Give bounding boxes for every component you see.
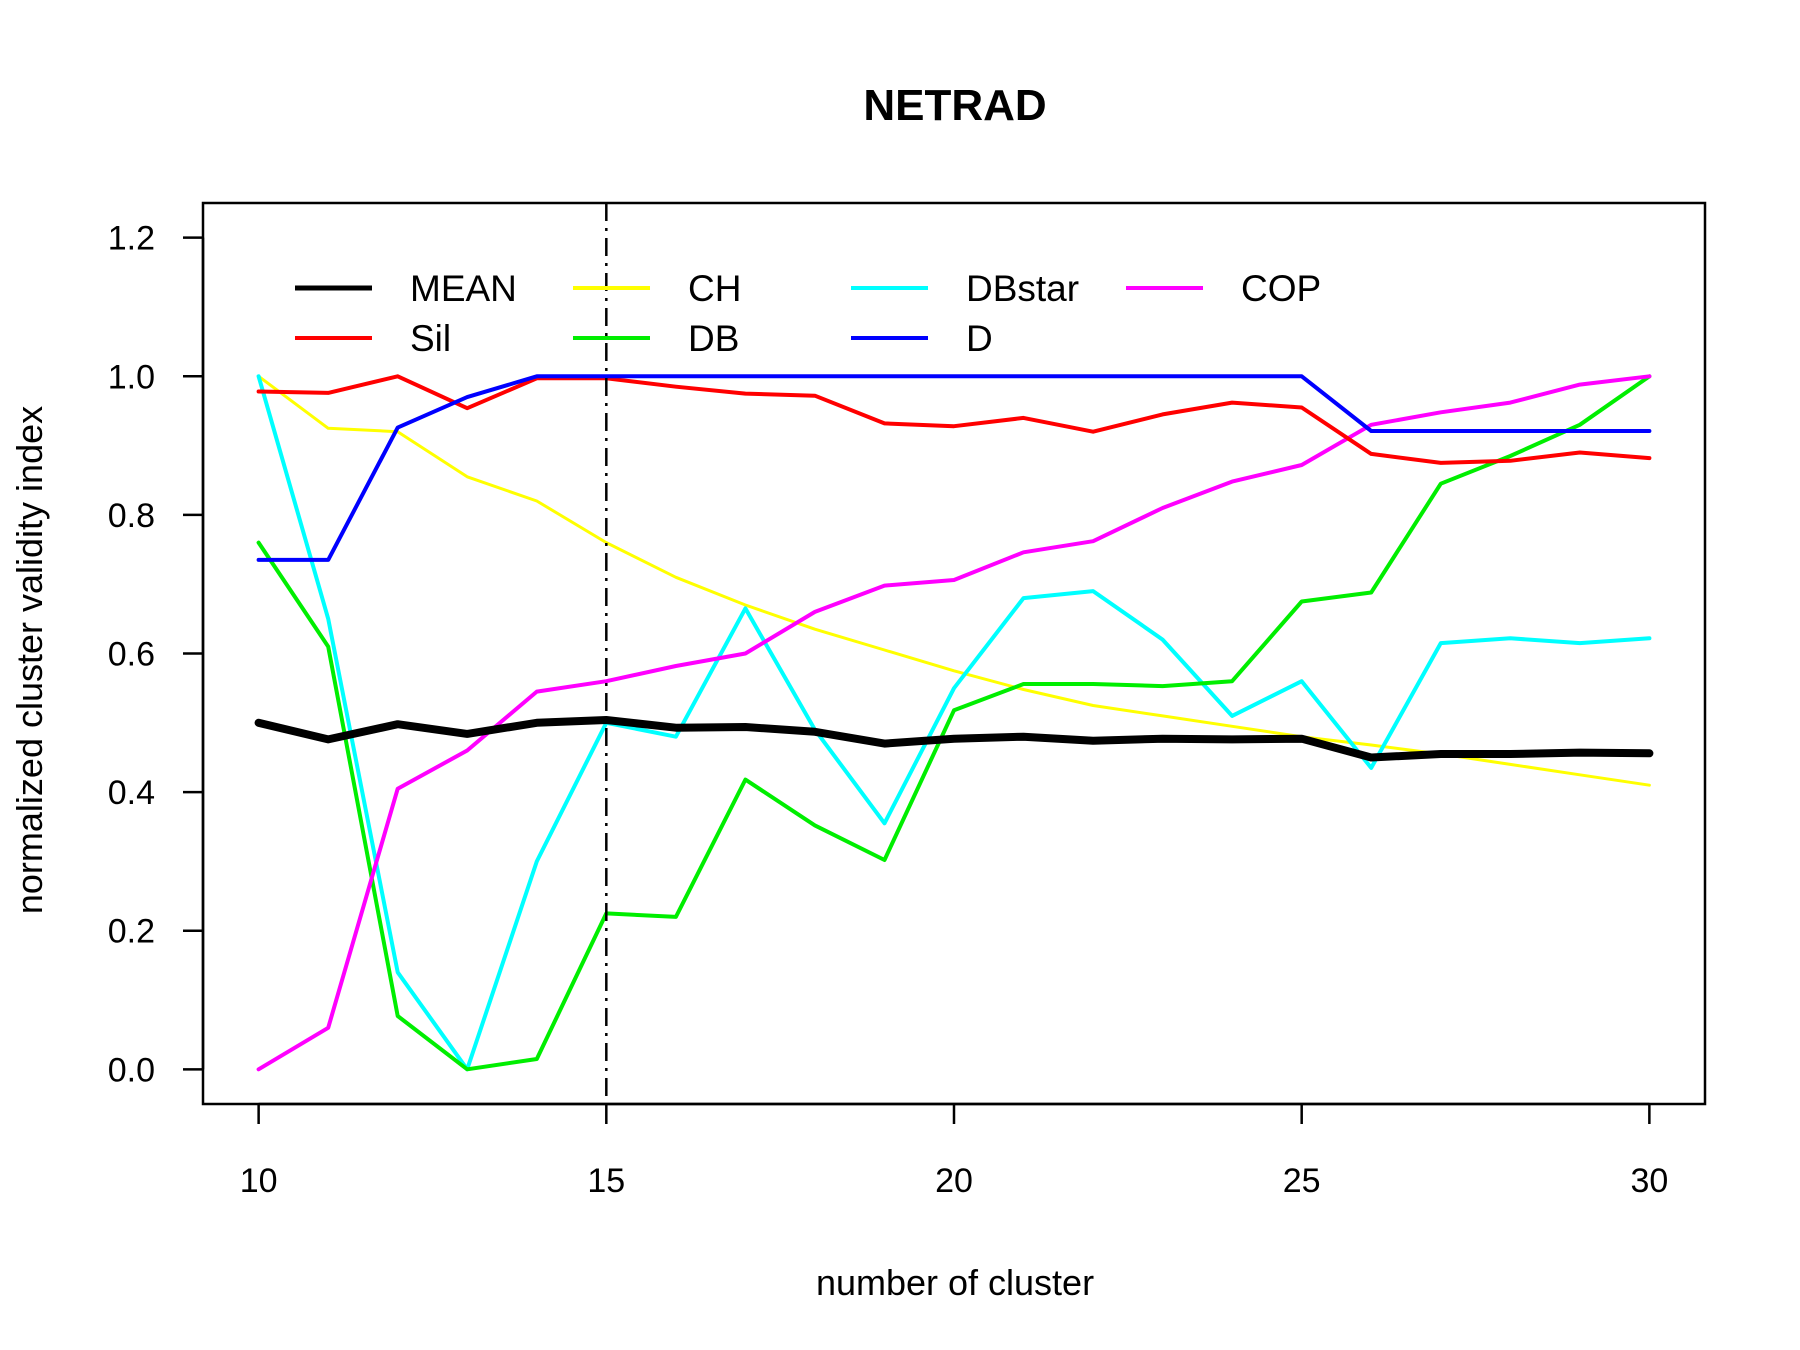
series-line-db: [256, 374, 1652, 1072]
y-tick-label: 0.8: [108, 497, 155, 535]
y-tick-label: 1.0: [108, 358, 155, 396]
series-layer: [254, 374, 1654, 1072]
x-tick-label: 10: [240, 1162, 278, 1200]
x-axis-label: number of cluster: [816, 1262, 1094, 1303]
y-tick-label: 0.0: [108, 1051, 155, 1089]
legend-label-ch: CH: [688, 268, 741, 309]
x-axis: 10 15 20 25 30: [240, 1102, 1668, 1200]
series-line-dbstar: [256, 374, 1652, 1072]
series-line-mean: [254, 716, 1654, 762]
y-axis: 0.0 0.2 0.4 0.6 0.8 1.0 1.2: [108, 220, 205, 1089]
legend-label-db: DB: [688, 318, 739, 359]
x-tick-label: 25: [1283, 1162, 1321, 1200]
x-tick-label: 30: [1630, 1162, 1668, 1200]
legend-label-d: D: [966, 318, 993, 359]
y-tick-label: 0.2: [108, 913, 155, 951]
y-tick-label: 1.2: [108, 220, 155, 258]
legend-label-sil: Sil: [410, 318, 451, 359]
legend-label-mean: MEAN: [410, 268, 517, 309]
legend-label-cop: COP: [1241, 268, 1321, 309]
y-axis-label: normalized cluster validity index: [9, 406, 50, 914]
series-line-ch: [257, 374, 1651, 787]
chart-title: NETRAD: [863, 81, 1046, 130]
series-line-cop: [256, 374, 1652, 1072]
y-tick-label: 0.6: [108, 636, 155, 674]
legend: MEAN Sil CH DB DBstar D COP: [295, 268, 1321, 359]
x-tick-label: 20: [935, 1162, 973, 1200]
y-tick-label: 0.4: [108, 774, 155, 812]
legend-label-dbstar: DBstar: [966, 268, 1079, 309]
series-line-d: [256, 374, 1652, 562]
x-tick-label: 15: [587, 1162, 625, 1200]
series-line-sil: [256, 374, 1652, 465]
